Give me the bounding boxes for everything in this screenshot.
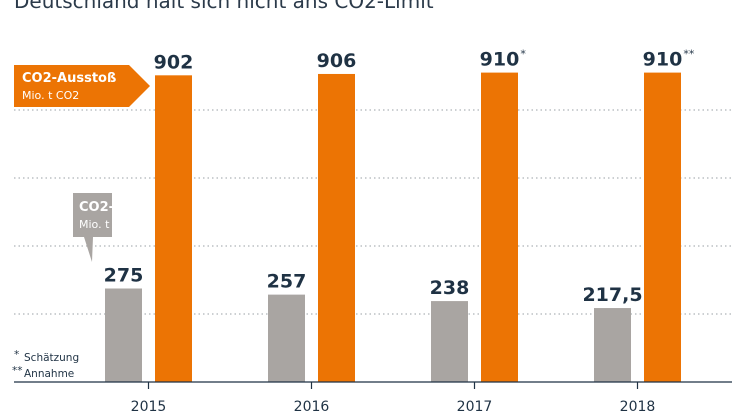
emission-value-2016: 906 — [317, 50, 357, 72]
emission-value-2017: 910 — [480, 49, 520, 71]
legend-emission-label: CO2-Ausstoß — [22, 71, 116, 86]
legend-budget-shape — [73, 193, 112, 262]
budget-bar-2017 — [431, 301, 468, 382]
footnote-2-mark: ** — [12, 365, 23, 377]
footnote-2-text: Annahme — [24, 368, 74, 380]
emission-mark-2017: * — [520, 48, 526, 61]
emission-bar-2016 — [318, 73, 355, 383]
x-tick-label-2016: 2016 — [294, 399, 330, 415]
footnote-1-mark: * — [14, 349, 19, 361]
budget-value-2016: 257 — [267, 271, 307, 293]
legend-emission-callout: CO2-Ausstoß Mio. t CO2 — [14, 65, 150, 107]
budget-value-2015: 275 — [104, 265, 144, 287]
x-tick-label-2017: 2017 — [457, 399, 493, 415]
budget-value-2017: 238 — [430, 277, 470, 299]
budget-value-2018: 217,5 — [582, 284, 642, 306]
legend-budget-label: CO2-Budget — [79, 200, 167, 215]
footnotes: * Schätzung ** Annahme — [12, 349, 79, 380]
x-tick-label-2015: 2015 — [131, 399, 167, 415]
x-tick-label-2018: 2018 — [620, 399, 656, 415]
chart-title: Deutschland hält sich nicht ans CO2-Limi… — [14, 0, 434, 13]
budget-bar-2018 — [594, 308, 631, 382]
emission-bar-2015 — [155, 75, 192, 382]
footnote-1-text: Schätzung — [24, 352, 79, 364]
emission-mark-2018: ** — [683, 48, 695, 61]
bars — [105, 72, 681, 383]
legend-emission-shape — [14, 65, 150, 107]
budget-bar-2016 — [268, 294, 305, 382]
legend-budget-callout: CO2-Budget Mio. t CO2 — [73, 193, 167, 262]
emission-value-2018: 910 — [643, 49, 683, 71]
emission-bar-2018 — [644, 72, 681, 382]
legend-emission-unit: Mio. t CO2 — [22, 89, 79, 102]
emission-value-2015: 902 — [154, 51, 194, 73]
emission-bar-2017 — [481, 72, 518, 382]
budget-bar-2015 — [105, 288, 142, 382]
legend-budget-unit: Mio. t CO2 — [79, 218, 136, 231]
x-ticks: 2015 2016 2017 2018 — [131, 382, 656, 415]
